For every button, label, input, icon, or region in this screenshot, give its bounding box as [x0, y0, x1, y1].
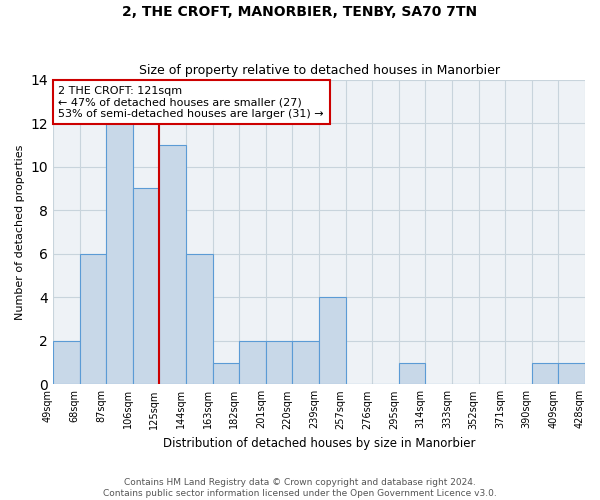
Y-axis label: Number of detached properties: Number of detached properties	[15, 144, 25, 320]
Text: Contains HM Land Registry data © Crown copyright and database right 2024.
Contai: Contains HM Land Registry data © Crown c…	[103, 478, 497, 498]
Bar	[559, 362, 585, 384]
Bar	[160, 145, 186, 384]
X-axis label: Distribution of detached houses by size in Manorbier: Distribution of detached houses by size …	[163, 437, 475, 450]
Bar	[80, 254, 106, 384]
Title: Size of property relative to detached houses in Manorbier: Size of property relative to detached ho…	[139, 64, 500, 77]
Bar	[239, 341, 266, 384]
Bar	[53, 341, 80, 384]
Text: 2, THE CROFT, MANORBIER, TENBY, SA70 7TN: 2, THE CROFT, MANORBIER, TENBY, SA70 7TN	[122, 5, 478, 19]
Bar	[186, 254, 212, 384]
Bar	[319, 297, 346, 384]
Bar	[399, 362, 425, 384]
Bar	[266, 341, 292, 384]
Bar	[532, 362, 559, 384]
Bar	[133, 188, 160, 384]
Bar	[292, 341, 319, 384]
Text: 2 THE CROFT: 121sqm
← 47% of detached houses are smaller (27)
53% of semi-detach: 2 THE CROFT: 121sqm ← 47% of detached ho…	[58, 86, 324, 119]
Bar	[106, 123, 133, 384]
Bar	[212, 362, 239, 384]
